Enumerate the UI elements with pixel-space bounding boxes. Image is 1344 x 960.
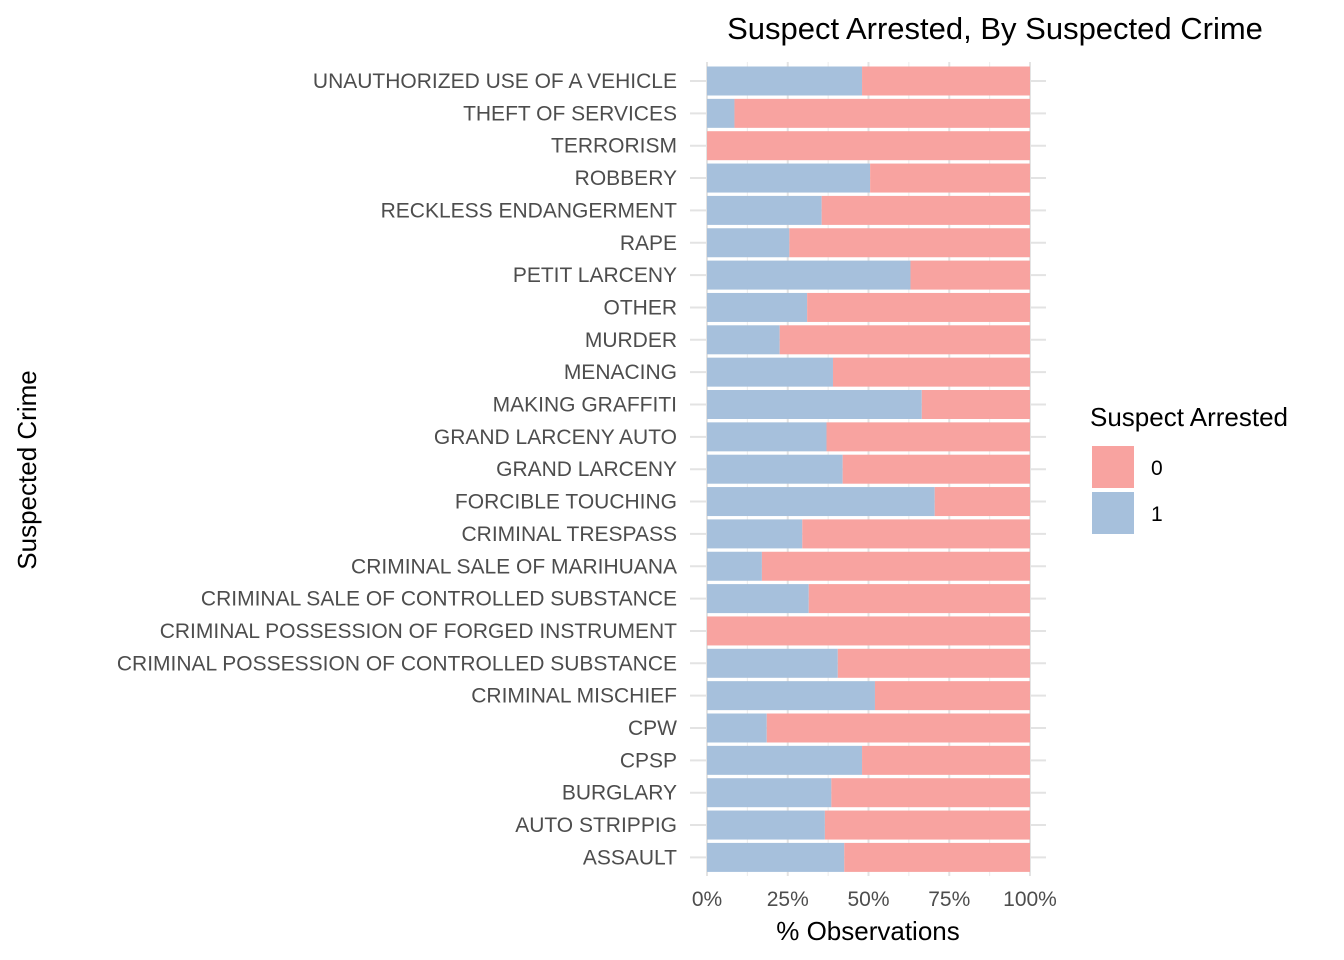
category-label-14: CRIMINAL TRESPASS: [462, 523, 678, 546]
bar-arrested-0-20: [766, 713, 1030, 743]
bar-arrested-0-0: [862, 66, 1030, 96]
bar-arrested-0-15: [761, 551, 1030, 581]
category-label-21: CPSP: [620, 749, 677, 772]
bar-arrested-0-17: [707, 616, 1030, 646]
category-label-1: THEFT OF SERVICES: [463, 102, 677, 125]
legend-key-0: [1092, 446, 1134, 488]
bar-arrested-0-19: [874, 681, 1030, 711]
bar-arrested-1-4: [707, 195, 822, 225]
bar-arrested-0-23: [824, 810, 1030, 840]
bar-arrested-0-7: [807, 292, 1030, 322]
bar-arrested-1-3: [707, 163, 871, 193]
category-label-23: AUTO STRIPPIG: [515, 814, 677, 837]
bar-arrested-1-19: [707, 681, 875, 711]
category-label-17: CRIMINAL POSSESSION OF FORGED INSTRUMENT: [160, 620, 677, 643]
bar-arrested-0-11: [826, 422, 1030, 452]
category-label-4: RECKLESS ENDANGERMENT: [381, 199, 678, 222]
bar-arrested-1-20: [707, 713, 767, 743]
bar-arrested-0-3: [870, 163, 1030, 193]
bar-arrested-1-24: [707, 842, 845, 872]
legend: Suspect Arrested 0 1: [1090, 402, 1288, 534]
x-tick-label-1: 25%: [767, 888, 809, 911]
category-label-13: FORCIBLE TOUCHING: [455, 491, 677, 514]
category-label-16: CRIMINAL SALE OF CONTROLLED SUBSTANCE: [201, 588, 677, 611]
legend-label-0: 0: [1151, 457, 1163, 480]
bar-arrested-0-18: [837, 648, 1030, 678]
bar-arrested-1-18: [707, 648, 838, 678]
x-tick-label-2: 50%: [847, 888, 889, 911]
bar-arrested-0-14: [802, 519, 1030, 549]
bar-arrested-0-10: [921, 390, 1030, 419]
chart-title: Suspect Arrested, By Suspected Crime: [727, 11, 1263, 46]
bar-arrested-1-11: [707, 422, 827, 452]
bars-layer: [707, 66, 1030, 872]
bar-arrested-0-9: [832, 357, 1030, 387]
category-label-0: UNAUTHORIZED USE OF A VEHICLE: [313, 70, 677, 93]
category-label-22: BURGLARY: [562, 782, 677, 805]
category-label-8: MURDER: [585, 329, 677, 352]
y-axis-title: Suspected Crime: [12, 370, 42, 569]
category-label-5: RAPE: [620, 232, 677, 255]
category-label-7: OTHER: [604, 296, 678, 319]
bar-arrested-1-22: [707, 778, 832, 808]
bar-arrested-1-1: [707, 98, 735, 128]
bar-arrested-1-16: [707, 584, 809, 614]
bar-arrested-1-9: [707, 357, 833, 387]
bar-arrested-1-5: [707, 228, 790, 258]
bar-arrested-1-7: [707, 292, 808, 322]
category-label-12: GRAND LARCENY: [496, 458, 677, 481]
bar-arrested-1-8: [707, 325, 780, 355]
bar-arrested-1-0: [707, 66, 863, 96]
bar-arrested-0-2: [707, 131, 1030, 161]
category-label-19: CRIMINAL MISCHIEF: [471, 685, 677, 708]
bar-arrested-0-4: [821, 195, 1030, 225]
x-tick-label-3: 75%: [928, 888, 970, 911]
bar-arrested-0-16: [808, 584, 1030, 614]
category-label-18: CRIMINAL POSSESSION OF CONTROLLED SUBSTA…: [117, 652, 677, 675]
category-label-10: MAKING GRAFFITI: [493, 394, 677, 417]
bar-arrested-1-10: [707, 390, 922, 419]
legend-label-1: 1: [1151, 503, 1163, 526]
x-tick-labels: 0% 25% 50% 75% 100%: [692, 888, 1057, 911]
bar-arrested-0-5: [789, 228, 1030, 258]
legend-title: Suspect Arrested: [1090, 402, 1288, 432]
category-label-3: ROBBERY: [575, 167, 677, 190]
bar-arrested-1-23: [707, 810, 825, 840]
bar-arrested-0-1: [734, 98, 1030, 128]
category-label-20: CPW: [628, 717, 677, 740]
category-labels: UNAUTHORIZED USE OF A VEHICLE THEFT OF SE…: [117, 70, 677, 869]
category-label-11: GRAND LARCENY AUTO: [434, 426, 677, 449]
bar-arrested-1-12: [707, 454, 843, 484]
category-label-2: TERRORISM: [551, 135, 677, 158]
bar-arrested-1-15: [707, 551, 762, 581]
category-label-9: MENACING: [564, 361, 677, 384]
bar-arrested-1-14: [707, 519, 803, 549]
bar-arrested-0-22: [831, 778, 1030, 808]
x-axis-title: % Observations: [776, 916, 960, 946]
bar-arrested-1-21: [707, 745, 863, 775]
bar-arrested-1-6: [707, 260, 911, 290]
bar-arrested-1-13: [707, 487, 935, 517]
bar-arrested-0-24: [844, 842, 1030, 872]
bar-arrested-0-8: [779, 325, 1030, 355]
bar-arrested-0-21: [862, 745, 1030, 775]
category-label-24: ASSAULT: [583, 846, 677, 869]
bar-arrested-0-12: [842, 454, 1030, 484]
x-tick-label-0: 0%: [692, 888, 722, 911]
x-tick-label-4: 100%: [1003, 888, 1057, 911]
category-label-15: CRIMINAL SALE OF MARIHUANA: [351, 555, 677, 578]
bar-arrested-0-6: [910, 260, 1030, 290]
category-label-6: PETIT LARCENY: [513, 264, 677, 287]
legend-key-1: [1092, 492, 1134, 534]
bar-arrested-0-13: [934, 487, 1030, 517]
